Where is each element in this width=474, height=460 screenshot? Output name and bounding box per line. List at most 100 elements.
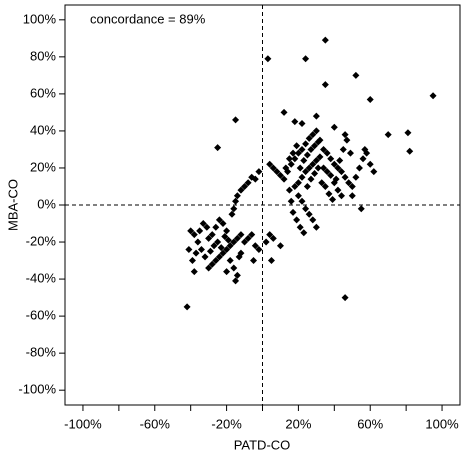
point xyxy=(298,120,306,128)
y-tick-label: -40% xyxy=(26,271,57,286)
point xyxy=(219,220,227,228)
point xyxy=(223,268,231,276)
point xyxy=(208,260,216,268)
point xyxy=(230,205,238,213)
point xyxy=(336,157,344,165)
point xyxy=(332,175,340,183)
point xyxy=(187,227,195,235)
point xyxy=(244,234,252,242)
point xyxy=(233,234,241,242)
point xyxy=(302,168,310,176)
y-tick-label: 0% xyxy=(37,196,56,211)
point xyxy=(314,164,322,172)
point xyxy=(312,127,320,135)
point xyxy=(329,195,337,203)
point xyxy=(307,145,315,153)
point xyxy=(334,164,342,172)
point xyxy=(366,160,374,168)
point xyxy=(325,190,333,198)
point xyxy=(323,149,331,157)
point xyxy=(214,238,222,246)
point xyxy=(311,142,319,150)
point xyxy=(355,164,363,172)
point xyxy=(341,294,349,302)
point xyxy=(233,192,241,200)
point xyxy=(266,160,274,168)
point xyxy=(320,145,328,153)
point xyxy=(285,155,293,163)
point xyxy=(205,234,213,242)
point xyxy=(219,249,227,257)
point xyxy=(230,264,238,272)
point xyxy=(217,244,225,252)
point xyxy=(305,134,313,142)
point xyxy=(303,182,311,190)
point xyxy=(303,151,311,159)
point xyxy=(235,253,243,261)
point xyxy=(357,205,365,213)
x-tick-label: -100% xyxy=(64,416,102,431)
point xyxy=(190,231,198,239)
point xyxy=(196,227,204,235)
point xyxy=(248,231,256,239)
point xyxy=(294,149,302,157)
point xyxy=(226,257,234,265)
point xyxy=(190,268,198,276)
point xyxy=(359,155,367,163)
point xyxy=(305,210,313,218)
point xyxy=(188,257,196,265)
y-tick-label: 20% xyxy=(30,159,56,174)
point xyxy=(232,116,240,124)
point xyxy=(192,249,200,257)
point xyxy=(311,170,319,178)
y-tick-label: -100% xyxy=(18,382,56,397)
point xyxy=(348,192,356,200)
point xyxy=(212,257,220,265)
point xyxy=(232,277,240,285)
point xyxy=(309,160,317,168)
y-tick-label: 80% xyxy=(30,48,56,63)
point xyxy=(293,142,301,150)
point xyxy=(215,253,223,261)
point xyxy=(312,157,320,165)
point xyxy=(384,131,392,139)
point xyxy=(291,118,299,126)
point xyxy=(321,182,329,190)
point xyxy=(323,168,331,176)
point xyxy=(248,173,256,181)
point xyxy=(237,231,245,239)
point xyxy=(370,168,378,176)
point xyxy=(267,257,275,265)
point xyxy=(300,229,308,237)
point xyxy=(199,220,207,228)
y-tick-label: 60% xyxy=(30,85,56,100)
point xyxy=(307,175,315,183)
point xyxy=(316,153,324,161)
point xyxy=(294,179,302,187)
point xyxy=(237,249,245,257)
point xyxy=(197,245,205,253)
point xyxy=(302,140,310,148)
point xyxy=(343,136,351,144)
point xyxy=(255,168,263,176)
point xyxy=(330,160,338,168)
point xyxy=(302,205,310,213)
point xyxy=(293,216,301,224)
point xyxy=(237,186,245,194)
point xyxy=(321,36,329,44)
point xyxy=(214,144,222,152)
point xyxy=(287,160,295,168)
point xyxy=(318,179,326,187)
point xyxy=(282,164,290,172)
point xyxy=(208,231,216,239)
x-axis-label: PATD-CO xyxy=(234,437,291,452)
point xyxy=(280,175,288,183)
point xyxy=(185,245,193,253)
point xyxy=(312,112,320,120)
point xyxy=(429,92,437,100)
point xyxy=(264,55,272,63)
point xyxy=(251,242,259,250)
point xyxy=(228,210,236,218)
point xyxy=(327,171,335,179)
